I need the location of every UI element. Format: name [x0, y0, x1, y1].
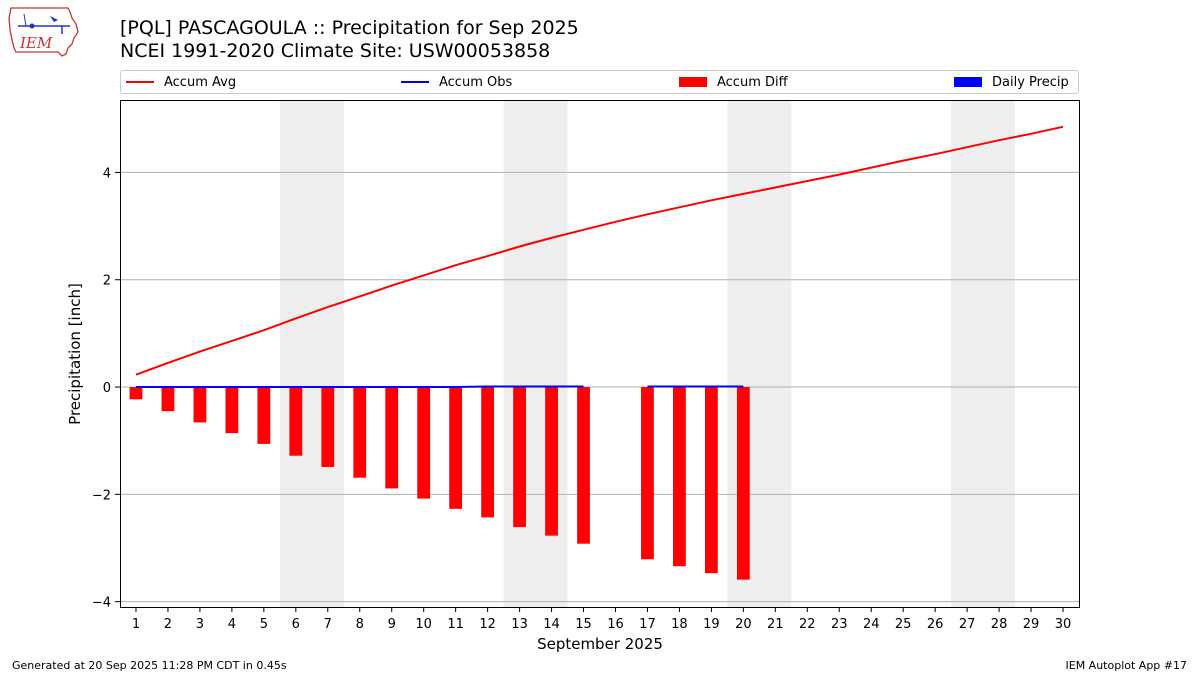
x-tick-label: 13	[511, 617, 528, 632]
accum-diff-bar-3	[193, 387, 207, 423]
x-tick-label: 9	[388, 617, 396, 632]
x-tick-label: 11	[447, 617, 464, 632]
accum-diff-bar-2	[161, 387, 175, 412]
x-tick-label: 15	[575, 617, 592, 632]
legend-item-daily-precip: Daily Precip	[954, 71, 1069, 93]
legend-label-accum-avg: Accum Avg	[164, 74, 237, 90]
x-tick-label: 16	[607, 617, 624, 632]
accum-diff-bar-18	[673, 387, 686, 567]
x-axis: 1 2 3 4 5 6 7 8 9 10 11 12 13 14 15 16 17 18 19 20 21 22 23 24 2…	[132, 607, 1071, 632]
x-tick-label: 29	[1023, 617, 1040, 632]
chart-subtitle: NCEI 1991-2020 Climate Site: USW00053858	[120, 40, 551, 62]
weekend-shade-4	[951, 100, 1016, 607]
x-tick-label: 23	[831, 617, 848, 632]
legend-swatch-daily-precip	[954, 77, 982, 87]
legend-label-accum-obs: Accum Obs	[439, 74, 513, 90]
accum-diff-bar-11	[449, 387, 463, 509]
iem-logo: IEM	[6, 4, 82, 62]
x-tick-label: 19	[703, 617, 720, 632]
x-tick-label: 8	[356, 617, 364, 632]
accum-diff-bar-14	[545, 387, 558, 536]
accum-diff-bar-12	[481, 387, 495, 518]
x-tick-label: 10	[415, 617, 432, 632]
y-tick-label: 4	[103, 166, 111, 181]
legend-label-accum-diff: Accum Diff	[717, 74, 788, 90]
accum-diff-bar-10	[417, 387, 431, 499]
plot-frame	[120, 100, 1080, 608]
x-tick-label: 1	[132, 617, 140, 632]
x-tick-label: 22	[799, 617, 816, 632]
legend: Accum Avg Accum Obs Accum Diff Daily Pre…	[120, 70, 1079, 94]
legend-item-accum-diff: Accum Diff	[679, 71, 788, 93]
x-tick-label: 5	[260, 617, 268, 632]
x-tick-label: 17	[639, 617, 656, 632]
legend-item-accum-avg: Accum Avg	[126, 71, 236, 93]
legend-label-daily-precip: Daily Precip	[992, 74, 1069, 90]
generated-timestamp: Generated at 20 Sep 2025 11:28 PM CDT in…	[12, 659, 287, 672]
accum-diff-bars	[129, 386, 750, 580]
x-tick-label: 12	[479, 617, 496, 632]
x-tick-label: 18	[671, 617, 688, 632]
x-tick-label: 2	[164, 617, 172, 632]
accum-diff-bar-15	[577, 387, 590, 544]
x-tick-label: 20	[735, 617, 752, 632]
accum-obs-line-segment-1	[136, 385, 584, 388]
x-tick-label: 3	[196, 617, 204, 632]
legend-item-accum-obs: Accum Obs	[401, 71, 512, 93]
y-axis-label: Precipitation [inch]	[66, 283, 84, 425]
accum-diff-bar-6	[289, 387, 303, 456]
x-axis-label: September 2025	[537, 635, 663, 653]
series-lines	[135, 125, 1064, 388]
y-tick-label: −4	[92, 596, 111, 611]
app-credit: IEM Autoplot App #17	[1065, 659, 1188, 672]
accum-avg-line	[135, 125, 1064, 376]
gridlines	[120, 171, 1079, 603]
legend-swatch-accum-diff	[679, 77, 707, 87]
chart-title: [PQL] PASCAGOULA :: Precipitation for Se…	[120, 17, 579, 39]
logo-text: IEM	[19, 34, 53, 52]
accum-diff-bar-5	[257, 387, 271, 444]
x-tick-label: 6	[292, 617, 300, 632]
accum-diff-bar-20	[736, 387, 750, 580]
x-tick-label: 26	[927, 617, 944, 632]
weekend-shading	[279, 100, 1016, 607]
accum-diff-bar-19	[704, 387, 718, 574]
x-tick-label: 24	[863, 617, 880, 632]
x-tick-label: 28	[991, 617, 1008, 632]
legend-swatch-accum-obs	[401, 81, 429, 83]
x-tick-label: 14	[543, 617, 560, 632]
legend-swatch-accum-avg	[126, 81, 154, 83]
x-tick-label: 25	[895, 617, 912, 632]
y-axis: −4 −2 0 2 4	[92, 166, 120, 611]
accum-diff-bar-7	[321, 387, 335, 467]
accum-diff-bar-8	[353, 387, 367, 478]
accum-diff-bar-1	[129, 387, 143, 400]
y-tick-label: 0	[103, 381, 111, 396]
accum-diff-bar-9	[385, 387, 399, 489]
weekend-shade-1	[279, 100, 344, 607]
x-tick-label: 7	[324, 617, 332, 632]
accum-diff-bar-17	[641, 387, 654, 560]
accum-diff-bar-13	[513, 387, 526, 528]
x-tick-label: 30	[1055, 617, 1072, 632]
y-tick-label: −2	[92, 488, 111, 503]
y-tick-label: 2	[103, 274, 111, 289]
accum-diff-bar-4	[225, 387, 239, 434]
x-tick-label: 27	[959, 617, 976, 632]
x-tick-label: 4	[228, 617, 236, 632]
x-tick-label: 21	[767, 617, 784, 632]
